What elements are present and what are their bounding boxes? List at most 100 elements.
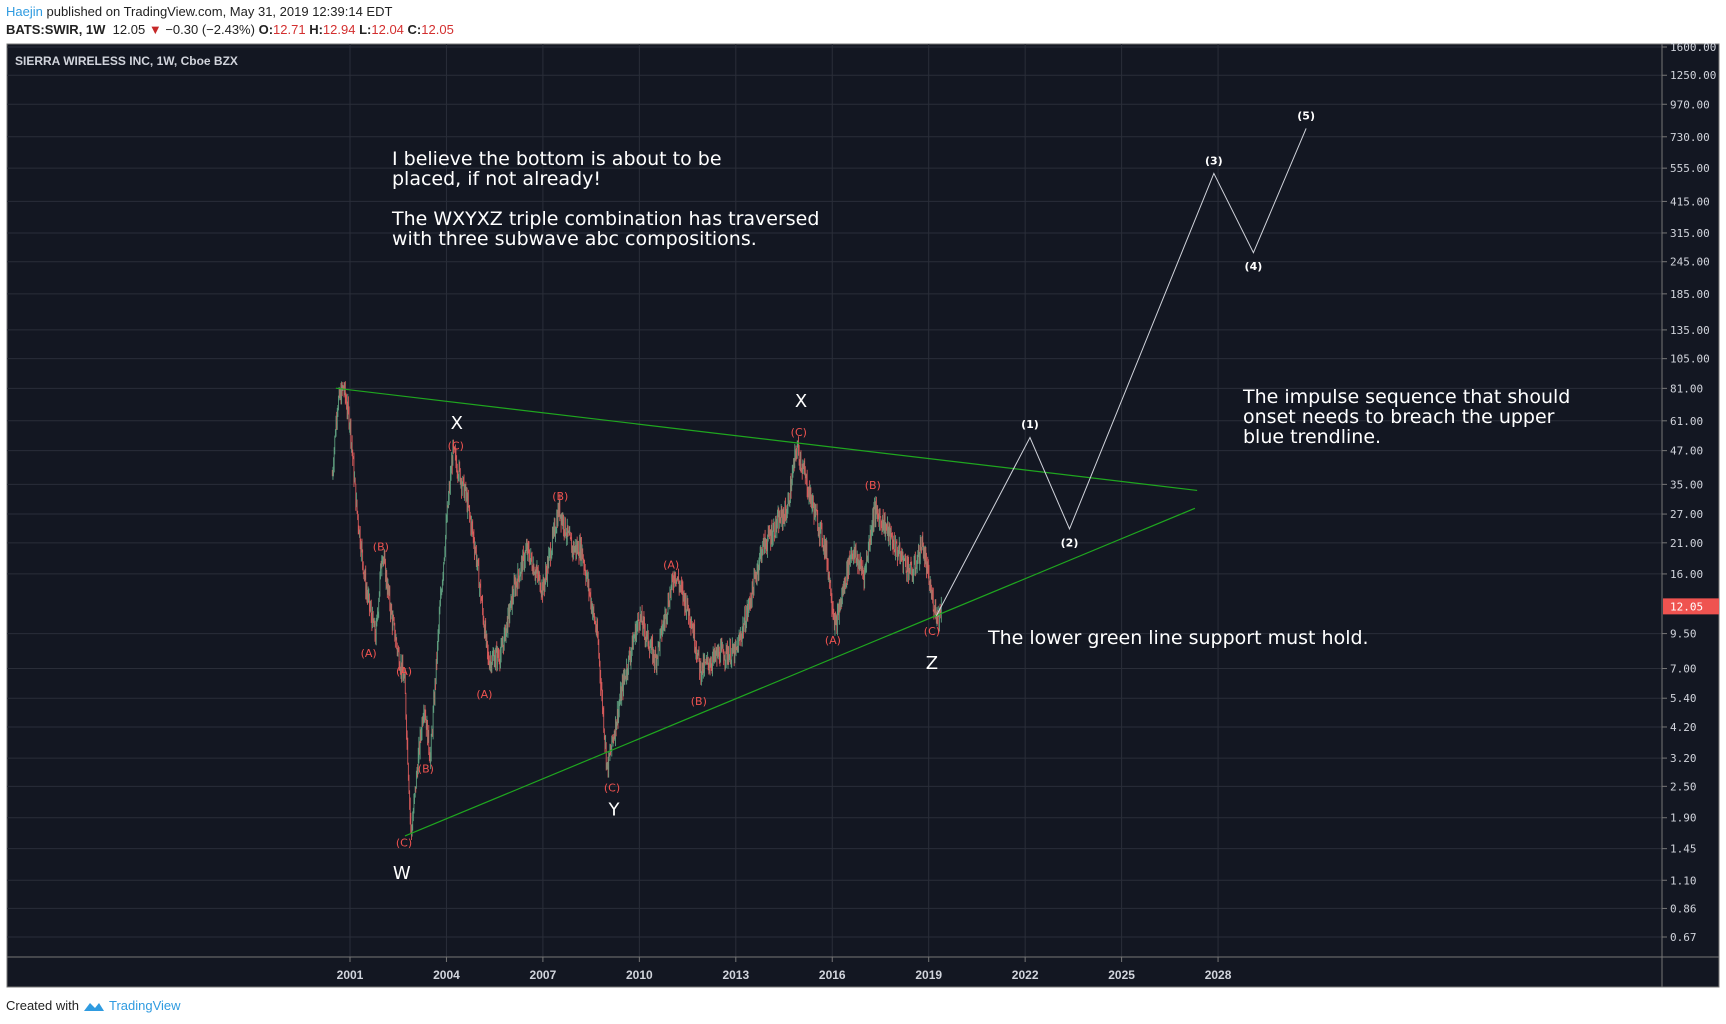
y-tick-label: 555.00 [1670, 162, 1710, 175]
impulse-label: (2) [1061, 536, 1079, 549]
wave-label-red: (C) [604, 781, 620, 794]
y-tick-label: 0.67 [1670, 931, 1697, 944]
y-tick-label: 61.00 [1670, 415, 1703, 428]
current-price-badge [1663, 598, 1719, 615]
x-tick-label: 2016 [819, 968, 846, 982]
x-tick-label: 2022 [1012, 968, 1039, 982]
y-tick-label: 970.00 [1670, 98, 1710, 111]
y-tick-label: 315.00 [1670, 227, 1710, 240]
current-price-label: 12.05 [1670, 600, 1703, 613]
x-tick-label: 2004 [433, 968, 460, 982]
open-label: O: [258, 22, 274, 37]
wave-label-red: (A) [825, 634, 841, 647]
y-tick-label: 9.50 [1670, 628, 1697, 641]
y-tick-label: 7.00 [1670, 663, 1697, 676]
impulse-projection-path [935, 128, 1307, 617]
y-tick-label: 185.00 [1670, 288, 1710, 301]
author-link[interactable]: Haejin [6, 4, 43, 19]
wave-label-red: (A) [476, 688, 492, 701]
y-tick-label: 4.20 [1670, 721, 1697, 734]
chart-background [6, 43, 1720, 988]
time-axis[interactable]: 2001 2004 2007 2010 2013 2016 2019 2022 2025 2028 [337, 957, 1232, 982]
close-value: 12.05 [421, 22, 454, 37]
created-with: Created with [6, 998, 79, 1013]
x-tick-label: 2010 [626, 968, 653, 982]
wave-label-red: (C) [396, 837, 412, 850]
lower-trendline [404, 507, 1196, 837]
y-tick-label: 1.90 [1670, 812, 1697, 825]
wave-label-red: (B) [418, 763, 434, 776]
impulse-label: (5) [1297, 109, 1315, 122]
low-value: 12.04 [371, 22, 404, 37]
annotation-bottom-placed: I believe the bottom is about to be plac… [392, 148, 820, 250]
upper-trendline [335, 387, 1198, 492]
annotation-support: The lower green line support must hold. [988, 627, 1369, 649]
wave-label-red: (B) [691, 695, 707, 708]
wave-label-major: W [393, 863, 411, 884]
wave-labels: (B) (A) (A) (B) (C) (C) (A) (B) (C) (A) (B) (C) (A) (… [361, 109, 1315, 884]
x-tick-label: 2013 [722, 968, 749, 982]
y-tick-label: 245.00 [1670, 256, 1710, 269]
symbol-info: BATS:SWIR, 1W 12.05 ▼ −0.30 (−2.43%) O:1… [6, 22, 454, 37]
y-tick-label: 81.00 [1670, 382, 1703, 395]
wave-label-red: (A) [396, 665, 412, 678]
chart-title: SIERRA WIRELESS INC, 1W, Cboe BZX [15, 54, 238, 68]
tradingview-logo-icon [83, 1002, 104, 1011]
y-tick-label: 35.00 [1670, 478, 1703, 491]
y-tick-label: 21.00 [1670, 537, 1703, 550]
drawings [335, 128, 1307, 837]
y-tick-label: 3.20 [1670, 752, 1697, 765]
x-tick-label: 2007 [530, 968, 557, 982]
price-change: −0.30 (−2.43%) [165, 22, 255, 37]
wave-label-red: (B) [373, 541, 389, 554]
published-text: published on TradingView.com, May 31, 20… [46, 4, 393, 19]
footer: Created with TradingView [6, 998, 181, 1013]
y-tick-label: 1250.00 [1670, 69, 1716, 82]
y-tick-label: 5.40 [1670, 692, 1697, 705]
wave-label-red: (C) [791, 426, 807, 439]
y-tick-label: 415.00 [1670, 195, 1710, 208]
open-value: 12.71 [273, 22, 306, 37]
wave-label-red: (A) [663, 558, 679, 571]
grid [7, 44, 1662, 957]
y-tick-label: 27.00 [1670, 508, 1703, 521]
impulse-label: (3) [1205, 154, 1223, 167]
y-tick-label: 1.45 [1670, 843, 1697, 856]
wave-label-red: (C) [924, 625, 940, 638]
y-tick-label: 1.10 [1670, 874, 1697, 887]
low-label: L: [359, 22, 372, 37]
wave-label-major: Z [926, 653, 938, 674]
y-tick-label: 105.00 [1670, 353, 1710, 366]
annotation-impulse: The impulse sequence that should onset n… [1243, 386, 1571, 448]
y-tick-label: 1600.00 [1670, 41, 1716, 54]
high-value: 12.94 [322, 22, 356, 37]
close-label: C: [407, 22, 422, 37]
y-tick-label: 47.00 [1670, 445, 1703, 458]
impulse-label: (1) [1021, 418, 1039, 431]
wave-label-major: X [795, 391, 807, 412]
x-tick-label: 2028 [1205, 968, 1232, 982]
wave-label-major: Y [607, 799, 620, 820]
x-tick-label: 2001 [337, 968, 364, 982]
wave-label-red: (B) [865, 479, 881, 492]
wave-label-red: (C) [448, 439, 464, 452]
y-tick-label: 16.00 [1670, 568, 1703, 581]
high-label: H: [309, 22, 323, 37]
x-tick-label: 2025 [1108, 968, 1135, 982]
tradingview-link[interactable]: TradingView [108, 998, 181, 1013]
candles [331, 381, 942, 840]
y-tick-label: 2.50 [1670, 780, 1697, 793]
y-tick-label: 135.00 [1670, 324, 1710, 337]
wave-label-major: X [451, 413, 463, 434]
price-axis[interactable]: 1600.00 1250.00 970.00 730.00 555.00 415.00 31… [1662, 41, 1719, 944]
impulse-label: (4) [1245, 260, 1263, 273]
last-price: 12.05 [112, 22, 146, 37]
x-tick-label: 2019 [915, 968, 942, 982]
y-tick-label: 730.00 [1670, 131, 1710, 144]
y-tick-label: 0.86 [1670, 902, 1697, 915]
wave-label-red: (B) [552, 490, 568, 503]
down-triangle-icon: ▼ [148, 22, 162, 37]
publish-info: Haejin published on TradingView.com, May… [6, 4, 392, 19]
symbol: BATS:SWIR, 1W [6, 22, 106, 37]
